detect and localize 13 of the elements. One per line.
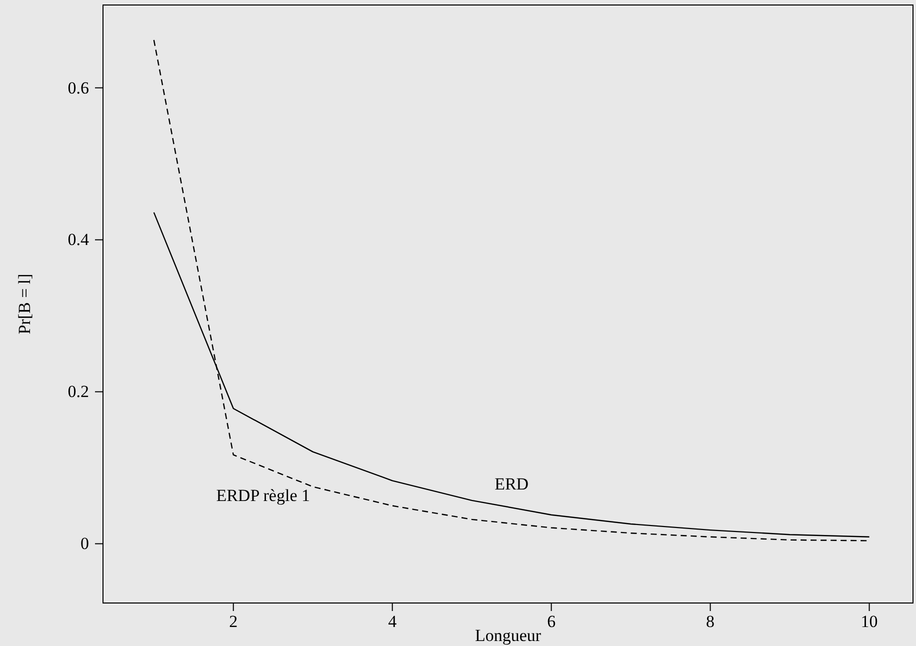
y-tick-label: 0.6 — [68, 78, 89, 98]
y-axis-title: Pr[B = l] — [15, 274, 34, 334]
y-tick-label: 0.4 — [68, 230, 90, 250]
series-label: ERDP règle 1 — [216, 486, 310, 505]
x-tick-label: 6 — [547, 612, 556, 632]
y-tick-label: 0.2 — [68, 382, 89, 402]
x-tick-label: 10 — [860, 612, 878, 632]
x-tick-label: 8 — [706, 612, 715, 632]
series-label: ERD — [494, 474, 529, 494]
x-axis-title: Longueur — [474, 626, 542, 645]
x-tick-label: 4 — [388, 612, 398, 632]
x-tick-label: 2 — [229, 612, 238, 632]
y-tick-label: 0 — [80, 534, 89, 554]
